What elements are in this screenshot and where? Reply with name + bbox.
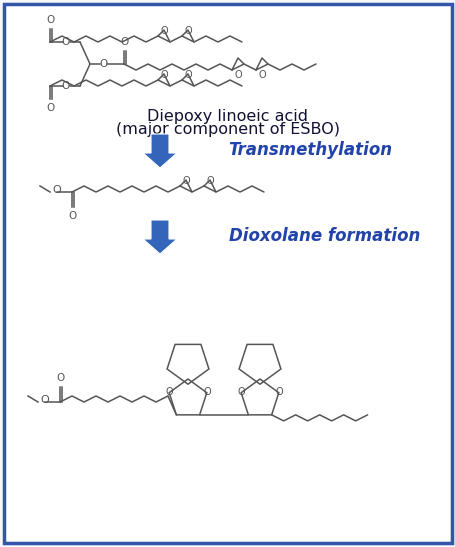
Text: O: O	[100, 59, 108, 69]
FancyArrow shape	[143, 134, 177, 168]
Text: O: O	[184, 70, 192, 80]
Text: O: O	[234, 70, 241, 80]
Text: O: O	[237, 387, 244, 397]
Text: O: O	[202, 387, 210, 397]
Text: O: O	[40, 395, 49, 405]
Text: O: O	[160, 70, 167, 80]
Text: O: O	[47, 15, 55, 25]
FancyBboxPatch shape	[6, 6, 449, 541]
Text: O: O	[160, 26, 167, 36]
Text: Transmethylation: Transmethylation	[228, 141, 391, 159]
Text: O: O	[184, 26, 192, 36]
Text: Diepoxy linoeic acid: Diepoxy linoeic acid	[147, 109, 308, 124]
Text: (major component of ESBO): (major component of ESBO)	[116, 122, 339, 137]
Text: O: O	[47, 103, 55, 113]
Text: O: O	[258, 70, 265, 80]
Text: O: O	[69, 211, 77, 221]
Text: Dioxolane formation: Dioxolane formation	[229, 227, 420, 245]
Text: O: O	[274, 387, 282, 397]
Text: O: O	[206, 176, 213, 186]
Text: O: O	[165, 387, 172, 397]
Text: O: O	[62, 37, 70, 47]
Text: O: O	[121, 37, 129, 47]
Text: O: O	[62, 81, 70, 91]
FancyArrow shape	[143, 220, 177, 254]
Text: O: O	[182, 176, 189, 186]
Text: O: O	[57, 373, 65, 383]
Text: O: O	[52, 185, 61, 195]
